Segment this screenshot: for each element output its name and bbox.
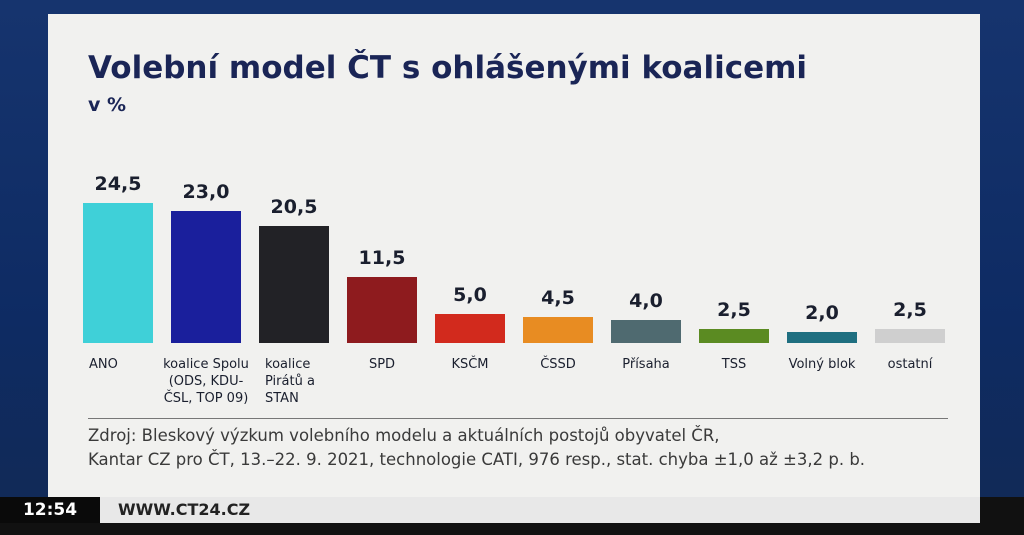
category-label: ČSSD	[540, 357, 576, 372]
value-label: 2,5	[717, 298, 751, 321]
ticker-bar: 12:54 WWW.CT24.CZ	[0, 497, 1024, 535]
category-label: TSS	[721, 357, 747, 372]
bar	[171, 211, 241, 343]
url-bar: WWW.CT24.CZ	[100, 497, 980, 523]
value-label: 23,0	[182, 181, 230, 204]
category-label: ANO	[89, 357, 118, 372]
category-label: koalice Pirátů a STAN	[265, 357, 315, 406]
value-label: 20,5	[270, 195, 318, 218]
value-label: 4,0	[629, 290, 663, 313]
source-text: Zdroj: Bleskový výzkum volebního modelu …	[88, 426, 720, 445]
category-label: KSČM	[451, 357, 489, 372]
source-text: Kantar CZ pro ČT, 13.–22. 9. 2021, techn…	[88, 450, 866, 469]
bar	[787, 331, 857, 343]
bar	[347, 277, 417, 343]
value-label: 5,0	[453, 284, 487, 307]
category-label: koalice Spolu (ODS, KDU-ČSL, TOP 09)	[163, 357, 249, 406]
bar	[699, 328, 769, 343]
value-label: 2,0	[805, 301, 839, 324]
bar	[875, 328, 945, 343]
url: WWW.CT24.CZ	[118, 500, 251, 519]
category-label: SPD	[368, 357, 396, 372]
value-label: 2,5	[893, 298, 927, 321]
value-label: 11,5	[358, 247, 406, 270]
bar	[259, 225, 329, 343]
value-label: 24,5	[94, 172, 142, 195]
category-label: Přísaha	[622, 357, 670, 372]
chart-subtitle: v %	[88, 94, 127, 116]
clock: 12:54	[0, 497, 100, 523]
category-label: ostatní	[887, 357, 933, 372]
value-label: 4,5	[541, 287, 575, 310]
bar	[83, 202, 153, 343]
bar	[435, 314, 505, 343]
category-label: Volný blok	[788, 357, 856, 372]
bar	[523, 317, 593, 343]
bar	[611, 320, 681, 343]
chart-title: Volební model ČT s ohlášenými koalicemi	[88, 50, 808, 86]
chart-panel: Volební model ČT s ohlášenými koalicemi …	[48, 14, 980, 497]
separator	[88, 418, 948, 419]
